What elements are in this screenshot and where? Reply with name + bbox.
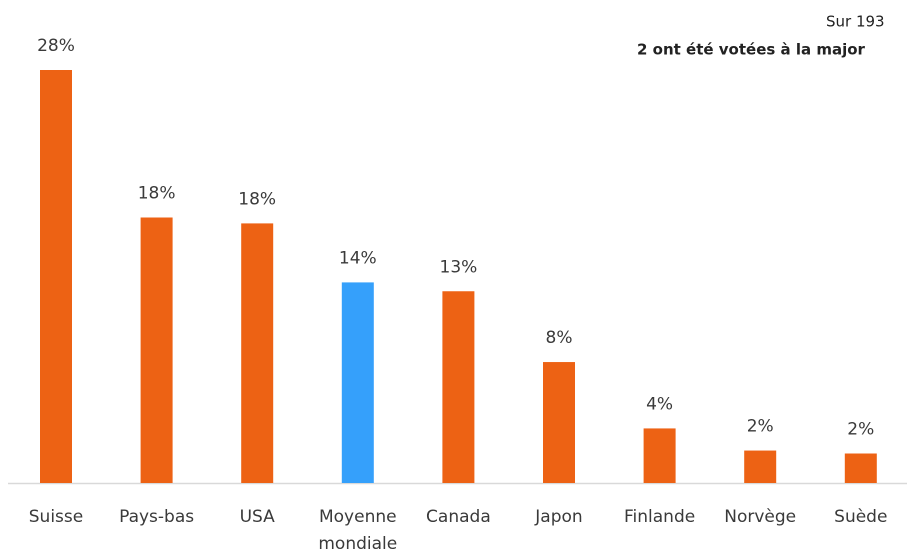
data-label: 2% — [747, 417, 774, 437]
x-tick-label: Finlande — [624, 507, 695, 527]
data-label: 18% — [138, 184, 176, 204]
bar — [140, 217, 173, 483]
data-label: 2% — [847, 420, 874, 440]
bar — [241, 223, 274, 483]
x-tick-label: Norvège — [724, 507, 796, 527]
x-tick-label: Moyenne mondiale — [318, 507, 397, 553]
x-tick-label: Pays-bas — [119, 507, 194, 527]
bar — [543, 362, 575, 483]
data-label: 28% — [37, 36, 75, 56]
data-label: 13% — [440, 257, 478, 277]
bar — [844, 453, 877, 483]
x-tick-label: Japon — [534, 507, 582, 527]
x-tick-label: Canada — [426, 507, 491, 527]
bar — [341, 282, 374, 483]
x-tick-label: USA — [240, 507, 276, 527]
bar — [442, 291, 475, 483]
data-label: 8% — [546, 328, 573, 348]
data-label: 18% — [238, 189, 276, 209]
x-tick-label: Suède — [834, 507, 887, 527]
bar — [40, 70, 72, 483]
annotation: 2 ont été votées à la major — [637, 41, 866, 59]
bar — [643, 428, 676, 483]
bar — [744, 450, 777, 483]
data-label: 14% — [339, 248, 377, 268]
x-tick-label: Suisse — [29, 507, 83, 527]
annotation: Sur 193 — [826, 13, 885, 31]
data-label: 4% — [646, 394, 673, 414]
